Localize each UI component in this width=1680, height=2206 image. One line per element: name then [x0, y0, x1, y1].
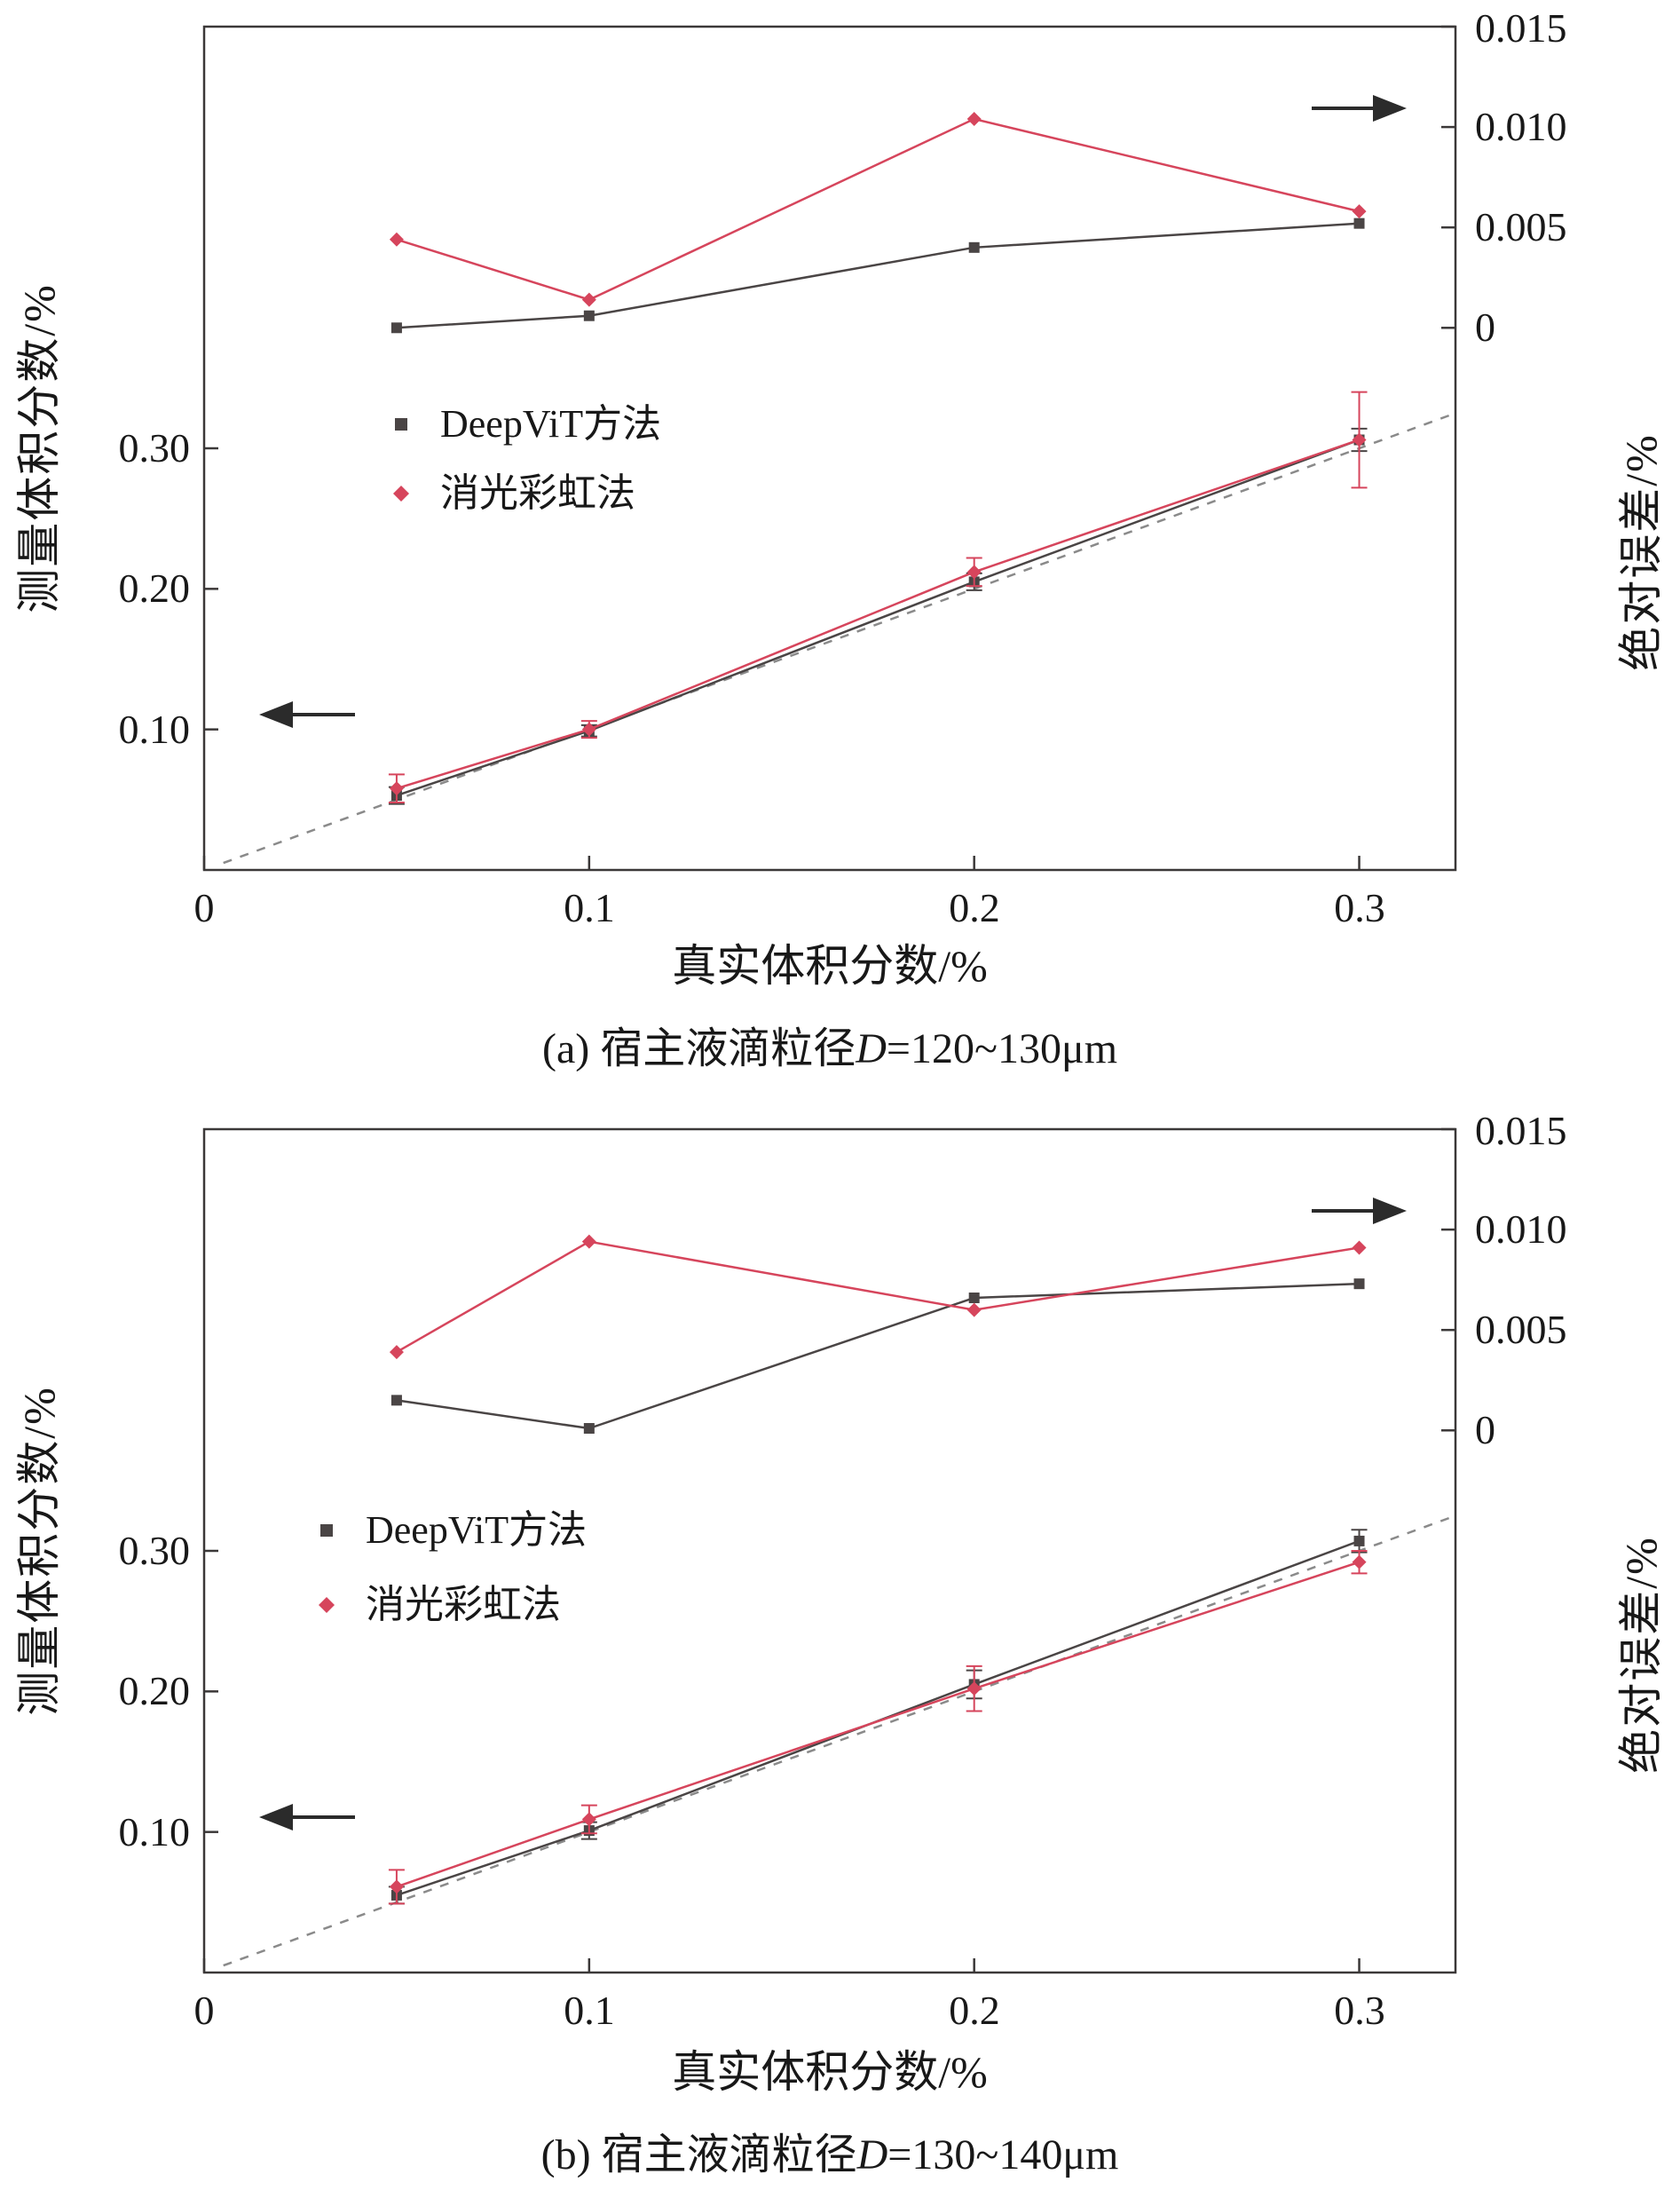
- left-axis-arrow-head: [259, 1804, 293, 1830]
- y-right-tick-label: 0.005: [1475, 204, 1567, 249]
- series-marker-square: [1353, 1278, 1365, 1290]
- y-right-tick-label: 0.015: [1475, 1108, 1567, 1153]
- chart-caption: (a) 宿主液滴粒径D=120~130μm: [542, 1028, 1117, 1071]
- legend-label-rainbow: 消光彩虹法: [366, 1583, 561, 1626]
- series-marker-square: [583, 1423, 595, 1435]
- series-marker-diamond: [966, 1302, 982, 1317]
- x-tick-label: 0: [193, 1988, 215, 2033]
- series-marker-diamond: [966, 112, 982, 127]
- legend-marker-diamond: [319, 1597, 335, 1613]
- y-axis-left-title: 测量体积分数/%: [14, 283, 64, 613]
- x-tick-label: 0.1: [564, 885, 615, 930]
- y-left-tick-label: 0.20: [118, 565, 191, 611]
- y-axis-right-title: 绝对误差/%: [1616, 1536, 1666, 1774]
- legend-marker-square: [395, 418, 407, 431]
- caption-suffix: =130~140μm: [887, 2131, 1119, 2178]
- identity-line: [223, 1514, 1456, 1967]
- series-marker-diamond: [1352, 432, 1367, 447]
- measured-series-line: [396, 439, 1360, 790]
- right-axis-arrow-head: [1373, 95, 1407, 122]
- series-marker-diamond: [581, 292, 596, 307]
- series-marker-diamond: [389, 781, 404, 796]
- y-right-tick-label: 0: [1475, 304, 1495, 350]
- y-right-tick-label: 0.015: [1475, 5, 1567, 51]
- x-tick-label: 0.3: [1334, 1988, 1385, 2033]
- y-right-tick-label: 0.010: [1475, 104, 1567, 149]
- series-marker-square: [968, 241, 980, 253]
- series-marker-diamond: [581, 1812, 596, 1827]
- series-marker-square: [1353, 1535, 1365, 1546]
- identity-line: [223, 412, 1456, 865]
- caption-variable: D: [856, 2131, 888, 2178]
- measured-series-line: [396, 1539, 1360, 1897]
- figure-panel-b: 0.10 0.20 0.30 0 0.005 0.010 0.015 0 0.1…: [0, 1103, 1680, 2205]
- y-left-tick-label: 0.10: [118, 707, 191, 752]
- error-series-line: [396, 1240, 1360, 1354]
- series-marker-diamond: [966, 565, 982, 580]
- y-left-tick-label: 0.30: [118, 1528, 191, 1573]
- measured-series-line: [396, 1561, 1360, 1888]
- series-marker-diamond: [581, 1234, 596, 1249]
- series-marker-square: [1353, 217, 1365, 229]
- chart-b-canvas: [202, 1127, 1457, 1974]
- error-series-line: [396, 1282, 1360, 1430]
- left-axis-arrow-head: [259, 701, 293, 728]
- series-marker-square: [583, 310, 595, 321]
- x-tick-label: 0.3: [1334, 885, 1385, 930]
- series-marker-diamond: [389, 232, 404, 247]
- series-marker-diamond: [966, 1681, 982, 1696]
- plot-frame: [202, 25, 1457, 872]
- caption-variable: D: [856, 1025, 887, 1072]
- right-axis-arrow-head: [1373, 1198, 1407, 1224]
- series-marker-diamond: [389, 1879, 404, 1894]
- series-marker-diamond: [1352, 1554, 1367, 1570]
- y-right-tick-label: 0.010: [1475, 1206, 1567, 1252]
- error-series-line: [396, 117, 1360, 301]
- legend-label-deepvit: DeepViT方法: [366, 1508, 588, 1552]
- caption-prefix: (a) 宿主液滴粒径: [541, 1025, 856, 1072]
- chart-a-canvas: [202, 25, 1457, 872]
- series-marker-square: [390, 1395, 402, 1406]
- y-axis-right-title: 绝对误差/%: [1616, 433, 1666, 671]
- error-series-line: [396, 222, 1360, 329]
- x-tick-label: 0.1: [564, 1988, 615, 2033]
- x-tick-label: 0.2: [949, 885, 1000, 930]
- y-axis-left-title: 测量体积分数/%: [14, 1386, 64, 1716]
- y-left-tick-label: 0.10: [118, 1809, 191, 1854]
- x-axis-title: 真实体积分数/%: [672, 2047, 988, 2097]
- figure-panel-a: 0.10 0.20 0.30 0 0.005 0.010 0.015 0 0.1…: [14, 5, 1666, 1071]
- legend-label-deepvit: DeepViT方法: [440, 402, 662, 446]
- legend-label-rainbow: 消光彩虹法: [440, 471, 635, 515]
- caption-suffix: =120~130μm: [886, 1025, 1118, 1072]
- series-marker-square: [390, 322, 402, 334]
- y-right-tick-label: 0.005: [1475, 1307, 1567, 1352]
- series-marker-diamond: [581, 722, 596, 737]
- y-left-tick-label: 0.30: [118, 425, 191, 470]
- legend-marker-diamond: [393, 486, 409, 502]
- measured-series-line: [396, 439, 1360, 797]
- series-marker-diamond: [389, 1345, 404, 1360]
- y-left-tick-label: 0.20: [118, 1668, 191, 1713]
- x-tick-label: 0.2: [949, 1988, 1000, 2033]
- legend-marker-square: [320, 1524, 333, 1537]
- x-axis-title: 真实体积分数/%: [672, 941, 988, 991]
- series-marker-diamond: [1352, 204, 1367, 219]
- series-marker-square: [968, 1293, 980, 1303]
- caption-prefix: (b) 宿主液滴粒径: [540, 2131, 857, 2178]
- series-marker-diamond: [1352, 1240, 1367, 1255]
- x-tick-label: 0: [193, 885, 215, 930]
- y-right-tick-label: 0: [1475, 1407, 1495, 1452]
- chart-caption: (b) 宿主液滴粒径D=130~140μm: [541, 2134, 1119, 2177]
